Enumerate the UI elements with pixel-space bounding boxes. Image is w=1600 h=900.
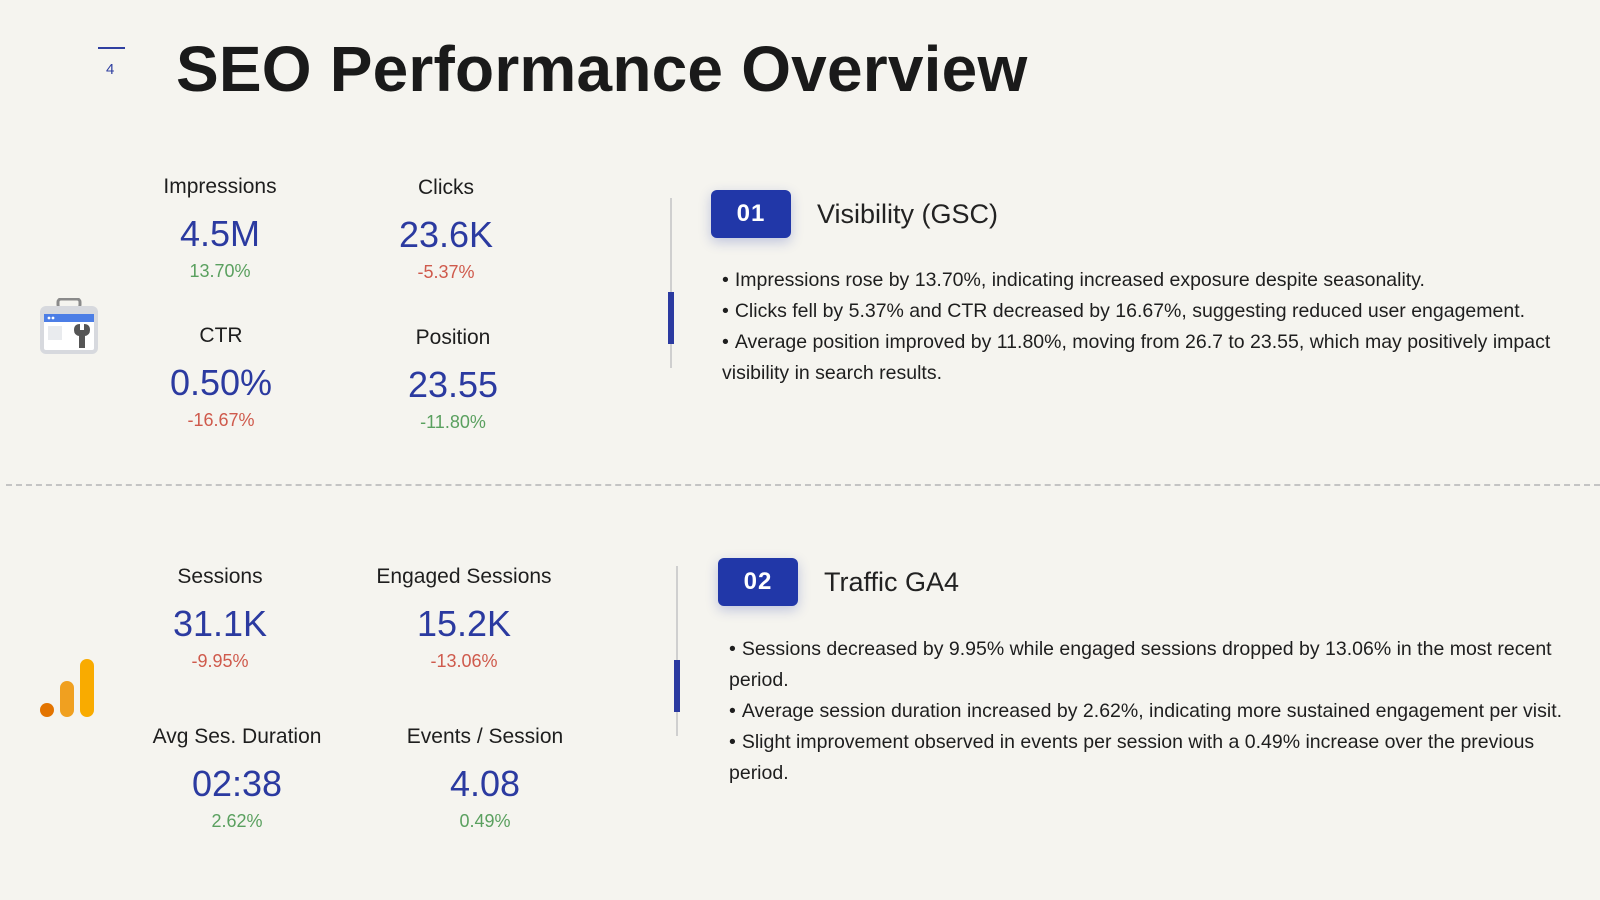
section-badge: 01	[711, 190, 791, 238]
section-divider-bar	[674, 566, 680, 736]
search-console-toolbox-icon	[40, 298, 98, 354]
metric-position: Position 23.55 -11.80%	[333, 326, 573, 433]
list-item: Slight improvement observed in events pe…	[729, 727, 1579, 789]
traffic-insights-list: Sessions decreased by 9.95% while engage…	[729, 634, 1579, 789]
metric-delta: -11.80%	[420, 412, 486, 432]
list-item: Clicks fell by 5.37% and CTR decreased b…	[722, 296, 1572, 327]
list-item: Average session duration increased by 2.…	[729, 696, 1579, 727]
list-item: Sessions decreased by 9.95% while engage…	[729, 634, 1579, 696]
section-divider-bar	[668, 198, 674, 368]
section-badge: 02	[718, 558, 798, 606]
metric-sessions: Sessions 31.1K -9.95%	[100, 565, 340, 672]
google-analytics-bars-icon	[40, 659, 94, 717]
list-item: Impressions rose by 13.70%, indicating i…	[722, 265, 1572, 296]
list-item: Average position improved by 11.80%, mov…	[722, 327, 1572, 389]
metric-label: Impressions	[163, 175, 277, 198]
section-title: Traffic GA4	[824, 566, 960, 597]
metric-value: 4.5M	[179, 213, 261, 254]
metric-value: 31.1K	[172, 603, 268, 644]
section-divider	[6, 484, 1600, 486]
metric-value: 15.2K	[416, 603, 512, 644]
metric-value: 0.50%	[169, 362, 273, 403]
metric-delta: 0.49%	[459, 811, 511, 831]
metric-delta: -16.67%	[187, 410, 255, 430]
metric-value: 4.08	[449, 763, 521, 804]
section-header-traffic: 02 Traffic GA4	[718, 558, 959, 606]
metric-value: 23.55	[407, 364, 499, 405]
metric-delta: -5.37%	[417, 262, 475, 282]
section-divider-marker	[674, 660, 680, 712]
metric-label: CTR	[199, 324, 243, 347]
metric-delta: 13.70%	[189, 261, 251, 281]
section-header-visibility: 01 Visibility (GSC)	[711, 190, 998, 238]
metric-engaged-sessions: Engaged Sessions 15.2K -13.06%	[344, 565, 584, 672]
page-title: SEO Performance Overview	[176, 33, 1028, 105]
metric-label: Avg Ses. Duration	[152, 725, 322, 748]
metric-label: Sessions	[177, 565, 263, 588]
metric-delta: 2.62%	[211, 811, 263, 831]
metric-value: 23.6K	[398, 214, 494, 255]
section-title: Visibility (GSC)	[817, 198, 999, 229]
metric-delta: -13.06%	[430, 651, 498, 671]
metric-label: Engaged Sessions	[376, 565, 552, 588]
metric-value: 02:38	[191, 763, 283, 804]
metric-clicks: Clicks 23.6K -5.37%	[326, 176, 566, 283]
metric-avg-session-duration: Avg Ses. Duration 02:38 2.62%	[117, 725, 357, 832]
metric-label: Clicks	[418, 176, 474, 199]
metric-delta: -9.95%	[191, 651, 249, 671]
section-divider-marker	[668, 292, 674, 344]
visibility-insights-list: Impressions rose by 13.70%, indicating i…	[722, 265, 1572, 389]
metric-ctr: CTR 0.50% -16.67%	[101, 324, 341, 431]
metric-label: Events / Session	[406, 725, 564, 748]
metric-impressions: Impressions 4.5M 13.70%	[100, 175, 340, 282]
page-number: 4	[106, 61, 115, 78]
metric-label: Position	[415, 326, 491, 349]
page-number-rule	[98, 47, 125, 49]
metric-events-per-session: Events / Session 4.08 0.49%	[365, 725, 605, 832]
